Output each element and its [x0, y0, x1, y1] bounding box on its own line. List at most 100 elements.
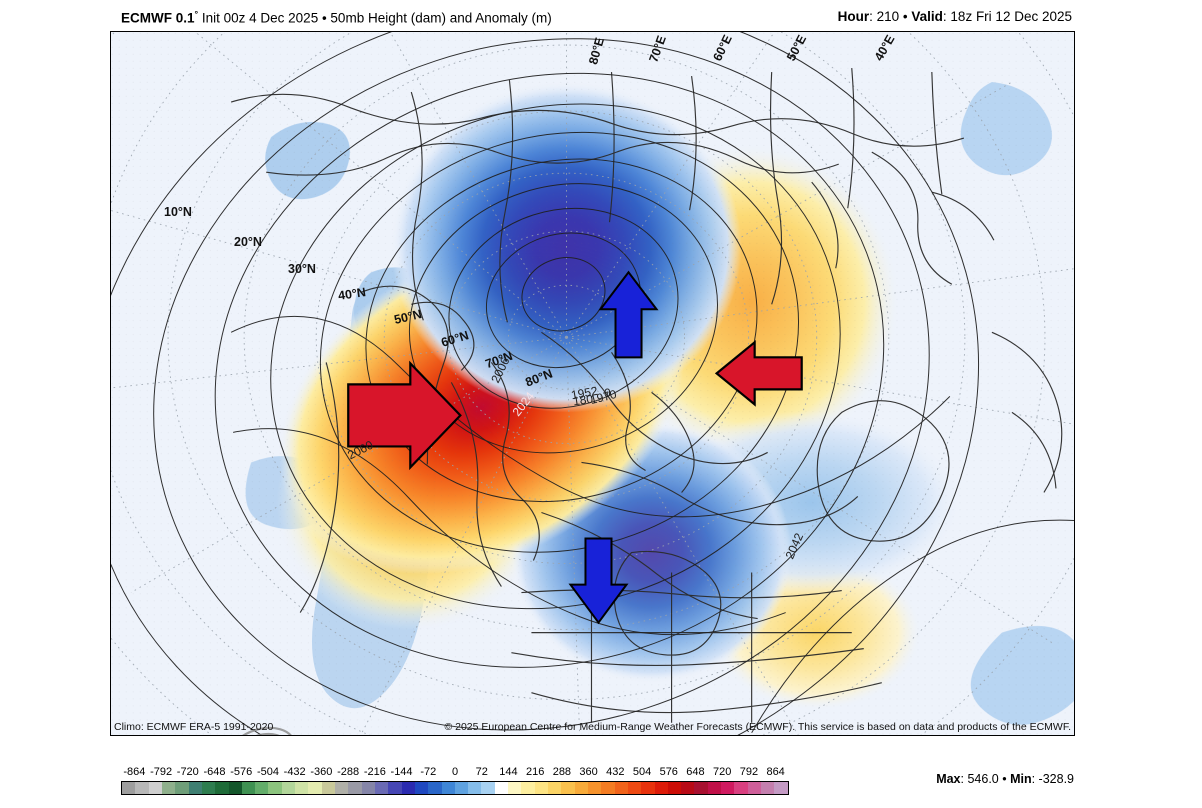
colorbar-swatch	[175, 782, 189, 794]
colorbar-swatch	[734, 782, 748, 794]
colorbar-swatch	[454, 782, 469, 794]
colorbar-swatch	[654, 782, 668, 794]
colorbar-swatch	[414, 782, 429, 794]
colorbar-swatch	[295, 782, 309, 794]
colorbar-swatch	[228, 782, 242, 794]
colorbar-swatch	[161, 782, 176, 794]
colorbar-tick-label: 288	[552, 766, 572, 778]
max-min-readout: Max: 546.0 • Min: -328.9	[936, 772, 1074, 786]
model-name: ECMWF 0.1	[121, 10, 195, 26]
header-valid-info: Hour: 210 • Valid: 18z Fri 12 Dec 2025	[838, 9, 1072, 24]
lat-label-30n: 30°N	[288, 262, 316, 276]
max-value: : 546.0 •	[960, 772, 1011, 786]
colorbar-swatches	[121, 781, 789, 795]
colorbar-swatch	[681, 782, 695, 794]
map-graphics	[111, 32, 1074, 735]
colorbar-swatch	[361, 782, 375, 794]
colorbar-swatch	[148, 782, 162, 794]
colorbar-swatch	[747, 782, 761, 794]
colorbar-tick-label: -144	[390, 766, 413, 778]
colorbar-swatch	[241, 782, 256, 794]
header-init-text: Init 00z 4 Dec 2025 • 50mb Height (dam) …	[198, 10, 552, 26]
colorbar-tick-label: 360	[579, 766, 598, 778]
colorbar-swatch	[508, 782, 522, 794]
colorbar-swatch	[721, 782, 735, 794]
weatherbell-logo: WEATHER BELL Analytics LLC	[224, 724, 329, 735]
colorbar-tick-label: 720	[713, 766, 732, 778]
hour-value: : 210 •	[869, 9, 912, 24]
colorbar-tick-label: 576	[659, 766, 678, 778]
colorbar-tick-label: 0	[451, 766, 459, 778]
colorbar-tick-label: -720	[176, 766, 199, 778]
colorbar-tick-label: -216	[363, 766, 386, 778]
min-label: Min	[1010, 772, 1032, 786]
map-canvas[interactable]: 10°N 20°N 30°N 40°N 50°N 60°N 70°N 80°N …	[110, 31, 1075, 736]
colorbar-tick-label: -648	[203, 766, 226, 778]
contour-label-180: 180	[572, 391, 594, 409]
colorbar-tick-label: 504	[632, 766, 652, 778]
colorbar-swatch	[481, 782, 495, 794]
colorbar-tick-label: -288	[337, 766, 360, 778]
contour-label-0: 0	[604, 386, 611, 400]
colorbar-swatch	[335, 782, 349, 794]
colorbar-swatch	[574, 782, 588, 794]
colorbar-swatch	[494, 782, 509, 794]
colorbar-tick-label: -864	[123, 766, 146, 778]
colorbar-tick-label: -432	[283, 766, 306, 778]
valid-label: Valid	[911, 9, 943, 24]
colorbar-ticks: -864 -792 -720 -648 -576 -504 -432 -360 -288 -216…	[121, 766, 789, 780]
colorbar-swatch	[348, 782, 362, 794]
colorbar-swatch	[268, 782, 282, 794]
colorbar-tick-label: -360	[310, 766, 333, 778]
colorbar-swatch	[707, 782, 722, 794]
colorbar-swatch	[694, 782, 708, 794]
colorbar-swatch	[667, 782, 682, 794]
colorbar-swatch	[255, 782, 269, 794]
colorbar-swatch	[201, 782, 216, 794]
colorbar-swatch	[774, 782, 788, 794]
colorbar-swatch	[374, 782, 389, 794]
colorbar-tick-label: -792	[150, 766, 173, 778]
ecmwf-copyright: © 2025 European Centre for Medium-Range …	[444, 721, 1071, 733]
map-inner: 10°N 20°N 30°N 40°N 50°N 60°N 70°N 80°N …	[111, 32, 1074, 735]
colorbar-swatch	[388, 782, 402, 794]
colorbar-swatch	[428, 782, 442, 794]
colorbar-tick-label: 72	[475, 766, 488, 778]
min-value: : -328.9	[1031, 772, 1074, 786]
climo-note: Climo: ECMWF ERA-5 1991-2020	[114, 721, 274, 733]
page-header: ECMWF 0.1° Init 00z 4 Dec 2025 • 50mb He…	[0, 0, 1202, 32]
valid-value: : 18z Fri 12 Dec 2025	[942, 9, 1072, 24]
colorbar-tick-label: -576	[230, 766, 253, 778]
colorbar-swatch	[561, 782, 575, 794]
colorbar-tick-label: 792	[739, 766, 759, 778]
colorbar-swatch	[587, 782, 602, 794]
colorbar-swatch	[321, 782, 335, 794]
colorbar-swatch	[601, 782, 615, 794]
lat-label-20n: 20°N	[234, 235, 262, 249]
colorbar-swatch	[122, 782, 136, 794]
colorbar-swatch	[281, 782, 296, 794]
colorbar-tick-label: 432	[606, 766, 625, 778]
colorbar-swatch	[188, 782, 202, 794]
colorbar-swatch	[761, 782, 775, 794]
colorbar-swatch	[534, 782, 548, 794]
hour-label: Hour	[837, 9, 870, 24]
colorbar-tick-label: -504	[256, 766, 279, 778]
lat-label-10n: 10°N	[164, 205, 192, 219]
colorbar-swatch	[308, 782, 322, 794]
colorbar-swatch	[441, 782, 455, 794]
colorbar-tick-label: 864	[766, 766, 785, 778]
colorbar-swatch	[468, 782, 482, 794]
colorbar-swatch	[135, 782, 149, 794]
header-title: ECMWF 0.1° Init 00z 4 Dec 2025 • 50mb He…	[121, 9, 552, 26]
colorbar-swatch	[215, 782, 229, 794]
colorbar-swatch	[521, 782, 535, 794]
max-label: Max	[936, 772, 961, 786]
colorbar-swatch	[548, 782, 562, 794]
colorbar-tick-label: 216	[525, 766, 545, 778]
colorbar-tick-label: -72	[420, 766, 437, 778]
colorbar-tick-label: 648	[686, 766, 705, 778]
colorbar-swatch	[641, 782, 655, 794]
colorbar-swatch	[401, 782, 415, 794]
